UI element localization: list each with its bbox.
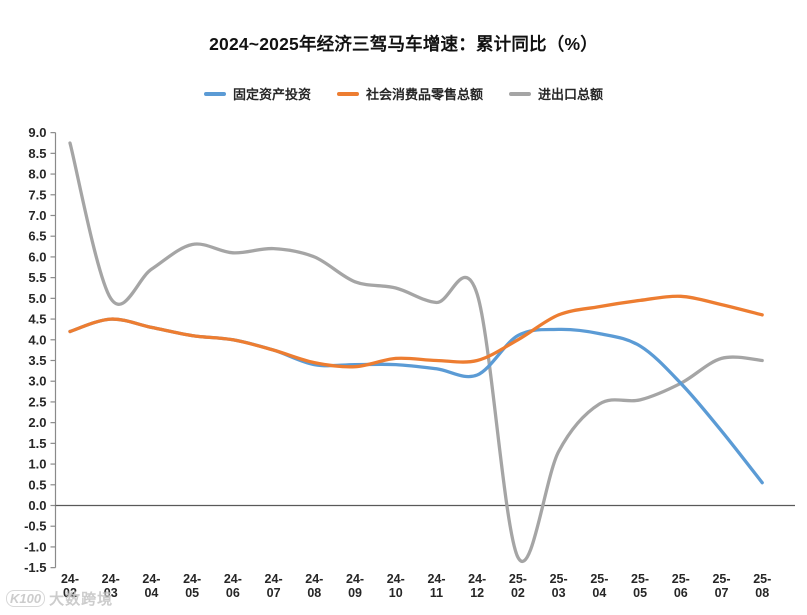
y-axis-tick-label: 7.0 — [28, 208, 46, 223]
legend-label: 进出口总额 — [538, 87, 604, 102]
legend-item-fixed-asset-investment: 固定资产投资 — [203, 84, 311, 103]
y-axis-tick-label: 6.0 — [28, 249, 46, 264]
legend-label: 社会消费品零售总额 — [365, 87, 483, 102]
y-axis-tick-label: 4.5 — [28, 312, 46, 327]
legend-item-imports-exports: 进出口总额 — [509, 84, 603, 103]
x-axis-tick-label: 24-02 — [61, 572, 79, 600]
legend-label: 固定资产投资 — [232, 87, 311, 102]
y-axis-tick-label: 5.5 — [28, 270, 46, 285]
x-axis-tick-label: 24-08 — [305, 572, 323, 600]
x-axis-labels: 24-02 24-03 24-04 24-05 24-06 24-07 24-08 24-09… — [61, 572, 771, 600]
y-axis-tick-label: 4.0 — [28, 332, 46, 347]
y-axis-tick-label: -0.5 — [24, 519, 46, 534]
x-axis-tick-label: 25-03 — [550, 572, 568, 600]
x-axis-tick-label: 24-04 — [142, 572, 160, 600]
y-axis-tick-label: -1.0 — [24, 539, 46, 554]
series-line-2 — [68, 141, 764, 563]
y-axis-tick-label: 3.0 — [28, 374, 46, 389]
y-axis-tick-label: 1.0 — [28, 457, 46, 472]
x-axis-tick-label: 25-05 — [631, 572, 649, 600]
legend: 固定资产投资 社会消费品零售总额 进出口总额 — [0, 84, 807, 103]
y-axis-tick-label: 6.5 — [28, 229, 46, 244]
y-axis-tick-label: 8.0 — [28, 167, 46, 182]
series-line-1 — [68, 294, 764, 369]
x-axis-tick-label: 25-08 — [753, 572, 771, 600]
y-axis-tick-label: 8.5 — [28, 146, 46, 161]
y-axis-tick-label: 2.0 — [28, 415, 46, 430]
line-swatch-blue-icon — [203, 91, 226, 96]
x-axis-tick-label: 24-07 — [265, 572, 283, 600]
x-axis-tick-label: 24-11 — [427, 572, 445, 600]
y-axis-tick-label: 2.5 — [28, 394, 46, 409]
line-swatch-orange-icon — [336, 91, 359, 96]
x-axis-tick-label: 24-06 — [224, 572, 242, 600]
y-axis-tick-label: 9.0 — [28, 125, 46, 140]
x-axis-tick-label: 24-05 — [183, 572, 201, 600]
x-axis-tick-label: 25-06 — [672, 572, 690, 600]
y-axis-tick-label: 0.0 — [28, 498, 46, 513]
y-axis: 9.0 8.5 8.0 7.5 7.0 6.5 6.0 5.5 5.0 4.5 4.0 3.5 3.0 2… — [24, 125, 57, 575]
y-axis-tick-label: 7.5 — [28, 187, 46, 202]
y-axis-tick-label: -1.5 — [24, 560, 46, 575]
y-axis-tick-label: 1.5 — [28, 436, 46, 451]
x-axis-tick-label: 24-09 — [346, 572, 364, 600]
chart-title: 2024~2025年经济三驾马车增速：累计同比（%） — [209, 34, 598, 54]
x-axis-tick-label: 25-04 — [590, 572, 608, 600]
series-line-0 — [68, 317, 764, 485]
x-axis-tick-label: 24-03 — [102, 572, 120, 600]
y-axis-tick-label: 5.0 — [28, 291, 46, 306]
y-axis-tick-label: 3.5 — [28, 353, 46, 368]
legend-item-retail-sales: 社会消费品零售总额 — [336, 84, 483, 103]
x-axis-tick-label: 24-10 — [387, 572, 405, 600]
x-axis-tick-label: 25-07 — [712, 572, 730, 600]
x-axis-tick-label: 24-12 — [468, 572, 486, 600]
y-axis-tick-label: 0.5 — [28, 477, 46, 492]
x-axis-tick-label: 25-02 — [509, 572, 527, 600]
line-swatch-gray-icon — [509, 91, 531, 96]
